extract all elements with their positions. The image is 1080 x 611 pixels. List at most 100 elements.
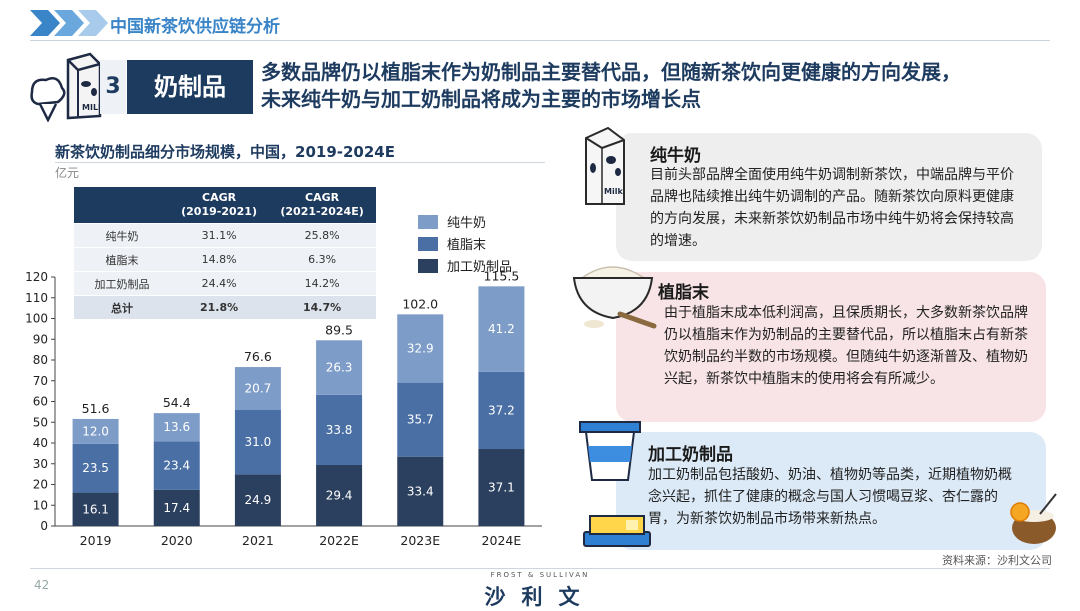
y-tick-label: 100: [25, 312, 48, 326]
source-note: 资料来源：沙利文公司: [942, 554, 1052, 567]
legend-item-creamer: 植脂末: [418, 234, 486, 253]
cagr-header-text: CAGR (2021-2024E): [280, 191, 364, 218]
svg-text:Milk: Milk: [604, 187, 623, 196]
page-title: 中国新茶饮供应链分析: [110, 17, 280, 37]
table-cell: 14.8%: [170, 247, 269, 272]
bar-segment: [153, 441, 200, 490]
bar-segment: [397, 382, 444, 457]
y-tick-label: 10: [33, 498, 48, 512]
table-row: 加工奶制品 24.4% 14.2%: [74, 271, 376, 296]
footer-divider: [30, 568, 1050, 569]
page-number: 42: [34, 578, 50, 592]
x-tick-label: 2023E: [400, 533, 440, 548]
bar-segment: [234, 410, 281, 475]
y-tick-label: 50: [33, 415, 48, 429]
y-tick-label: 30: [33, 457, 48, 471]
bar-segment: [234, 474, 281, 526]
logo: 沙利文: [484, 585, 596, 609]
y-tick-label: 80: [33, 353, 48, 367]
chart-title: 新茶饮奶制品细分市场规模，中国，2019-2024E: [55, 143, 395, 161]
bar-value-label: 17.4: [163, 501, 190, 515]
bar-value-label: 29.4: [326, 488, 353, 502]
milk-carton-icon: Milk: [585, 126, 625, 205]
bar-segment: [316, 394, 363, 465]
table-cell: 14.7%: [268, 295, 376, 319]
bar-segment: [153, 413, 200, 442]
powder-bowl-icon: [572, 266, 657, 329]
cagr-header-blank: [74, 187, 170, 224]
legend-swatch: [418, 258, 438, 273]
legend-label: 纯牛奶: [447, 216, 487, 231]
legend-swatch: [418, 236, 438, 251]
y-tick-label: 60: [33, 395, 48, 409]
header-chevrons-icon: [30, 10, 108, 36]
svg-text:MILK: MILK: [82, 103, 105, 112]
y-tick-label: 40: [33, 436, 48, 450]
card-processed-dairy: 加工奶制品 加工奶制品包括酸奶、奶油、植物奶等品类，近期植物奶概念兴起，抓住了健…: [616, 432, 1046, 550]
bar-segment: [234, 367, 281, 411]
cagr-header-text: CAGR (2019-2021): [181, 191, 257, 218]
x-tick-label: 2024E: [482, 533, 522, 548]
bar-segment: [316, 340, 363, 395]
bar-value-label: 33.8: [326, 423, 353, 437]
legend-item-milk: 纯牛奶: [418, 212, 486, 231]
y-tick-label: 120: [25, 270, 48, 284]
table-cell: 植脂末: [74, 247, 170, 272]
table-cell: 6.3%: [268, 247, 376, 272]
table-cell: 加工奶制品: [74, 271, 170, 296]
cagr-header-2019-2021: CAGR (2019-2021): [170, 187, 269, 224]
bar-segment: [478, 449, 525, 526]
cagr-table-header-row: CAGR (2019-2021) CAGR (2021-2024E): [74, 187, 376, 224]
bar-value-label: 37.2: [488, 403, 515, 417]
bar-segment: [72, 443, 119, 493]
cagr-header-2021-2024: CAGR (2021-2024E): [268, 187, 376, 224]
x-tick-label: 2021: [242, 533, 274, 548]
section-label: 奶制品: [127, 60, 253, 114]
card-title: 植脂末: [658, 283, 709, 303]
bar-total-label: 89.5: [325, 322, 353, 337]
section-headline: 多数品牌仍以植脂末作为奶制品主要替代品，但随新茶饮向更健康的方向发展， 未来纯牛…: [261, 59, 1061, 113]
y-tick-label: 70: [33, 374, 48, 388]
y-tick-label: 20: [33, 478, 48, 492]
table-row: 纯牛奶 31.1% 25.8%: [74, 223, 376, 248]
bar-value-label: 16.1: [82, 502, 109, 516]
card-text: 目前头部品牌全面使用纯牛奶调制新茶饮，中端品牌与平价品牌也陆续推出纯牛奶调制的产…: [650, 167, 1014, 249]
x-tick-label: 2022E: [319, 533, 359, 548]
card-milk: 纯牛奶 目前头部品牌全面使用纯牛奶调制新茶饮，中端品牌与平价品牌也陆续推出纯牛奶…: [616, 133, 1042, 261]
table-cell: 31.1%: [170, 223, 269, 248]
bar-segment: [397, 456, 444, 526]
y-tick-label: 0: [40, 519, 48, 533]
bar-total-label: 54.4: [163, 395, 191, 410]
bar-value-label: 24.9: [245, 493, 272, 507]
bar-total-label: 76.6: [244, 349, 272, 364]
table-cell: 24.4%: [170, 271, 269, 296]
bar-value-label: 13.6: [163, 420, 190, 434]
bar-value-label: 32.9: [407, 341, 434, 355]
table-cell: 25.8%: [268, 223, 376, 248]
chart-unit: 亿元: [55, 166, 80, 180]
butter-icon: [583, 515, 651, 547]
table-cell: 21.8%: [170, 295, 269, 319]
headline-line-1: 多数品牌仍以植脂末作为奶制品主要替代品，但随新茶饮向更健康的方向发展，: [261, 60, 961, 84]
logo-tagline: FROST & SULLIVAN: [490, 571, 590, 579]
bar-value-label: 26.3: [326, 361, 353, 375]
table-cell: 14.2%: [268, 271, 376, 296]
bar-segment: [153, 489, 200, 526]
bar-value-label: 20.7: [245, 382, 272, 396]
legend-label: 加工奶制品: [447, 260, 513, 275]
bar-value-label: 31.0: [245, 435, 272, 449]
card-text: 由于植脂末成本低利润高，且保质期长，大多数新茶饮品牌仍以植脂末作为奶制品的主要替…: [664, 305, 1028, 387]
bar-value-label: 41.2: [488, 322, 515, 336]
y-tick-label: 90: [33, 332, 48, 346]
bar-total-label: 115.5: [484, 268, 520, 283]
bar-value-label: 23.5: [82, 461, 109, 475]
card-title: 纯牛奶: [650, 146, 701, 166]
bar-segment: [72, 492, 119, 526]
table-row: 植脂末 14.8% 6.3%: [74, 247, 376, 272]
bar-value-label: 35.7: [407, 413, 434, 427]
coconut-drink-icon: [1010, 493, 1057, 544]
legend-swatch: [418, 214, 438, 229]
bar-segment: [478, 286, 525, 372]
bar-segment: [478, 371, 525, 450]
table-row-total: 总计 21.8% 14.7%: [74, 295, 376, 319]
